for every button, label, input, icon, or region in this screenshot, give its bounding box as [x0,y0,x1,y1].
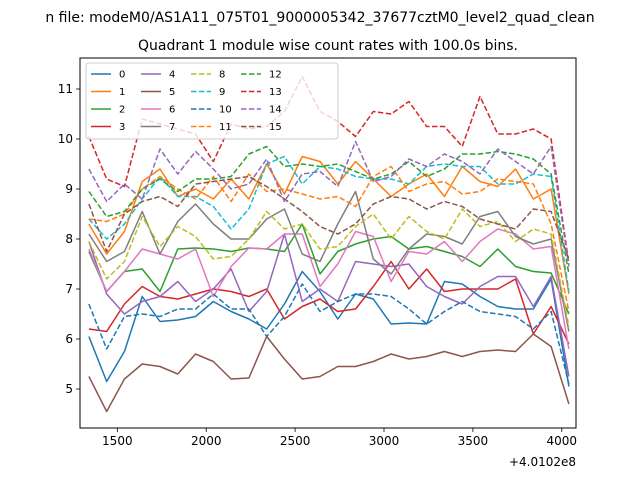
x-tick-label: 4000 [547,434,578,448]
legend-label-12: 12 [269,70,282,81]
figure-suptitle: n file: modeM0/AS1A11_075T01_9000005342_… [45,10,594,26]
series-line-12 [88,145,570,275]
series-line-6 [88,228,570,350]
legend-label-0: 0 [119,70,125,81]
legend-label-1: 1 [119,87,125,98]
series-line-1 [88,155,570,295]
y-tick-label: 6 [65,332,73,346]
legend-label-2: 2 [119,105,125,116]
legend-label-15: 15 [269,122,282,133]
legend-label-9: 9 [219,87,225,98]
x-axis-offset-label: +4.0102e8 [509,455,576,469]
legend-label-5: 5 [169,87,175,98]
legend-label-11: 11 [219,122,232,133]
series-line-10 [88,283,570,385]
legend-label-6: 6 [169,105,175,116]
series-line-8 [88,208,570,327]
x-tick-label: 2500 [280,434,311,448]
legend-label-7: 7 [169,122,175,133]
series-line-3 [88,260,570,345]
series-line-15 [88,175,570,260]
y-tick-label: 8 [65,232,73,246]
x-axis: 1500 2000 2500 3000 3500 4000 [102,428,577,448]
x-tick-label: 1500 [102,434,133,448]
legend-label-10: 10 [219,105,232,116]
series-line-14 [88,140,570,267]
legend-label-8: 8 [219,70,225,81]
y-axis: 5 6 7 8 9 10 11 [58,82,80,396]
y-tick-label: 5 [65,382,73,396]
series-line-2 [88,223,570,315]
series-layer [88,75,570,413]
x-tick-label: 2000 [191,434,222,448]
legend-box [85,62,339,140]
x-tick-label: 3500 [458,434,489,448]
legend-label-3: 3 [119,122,125,133]
chart-title: Quadrant 1 module wise count rates with … [138,38,518,54]
series-line-11 [88,165,570,312]
y-tick-label: 9 [65,182,73,196]
series-line-7 [88,190,570,332]
series-line-5 [88,333,570,413]
series-line-9 [88,155,570,292]
series-line-4 [88,233,570,377]
y-tick-label: 7 [65,282,73,296]
legend-label-4: 4 [169,70,175,81]
plot-area-frame [79,57,577,429]
y-tick-label: 10 [58,132,73,146]
legend-label-14: 14 [269,105,282,116]
x-tick-label: 3000 [369,434,400,448]
legend-label-13: 13 [269,87,282,98]
y-tick-label: 11 [58,82,73,96]
